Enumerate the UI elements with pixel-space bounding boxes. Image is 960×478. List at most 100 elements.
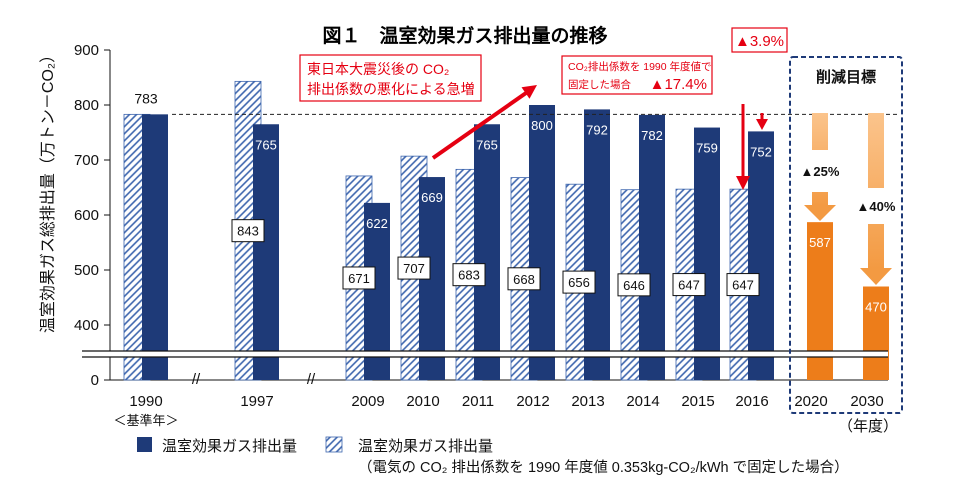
x-tick-label-2011: 2011 [462,393,494,410]
actual-change-value: ▲3.9% [735,33,784,50]
data-label-target-2030: 470 [865,300,887,315]
actual-change-box [731,27,788,53]
x-tick-label-2014: 2014 [626,393,659,410]
data-label-box-fixed-factor-2012 [507,267,541,291]
x-tick-label-2009: 2009 [351,393,384,410]
data-label-fixed-factor-2013: 656 [568,275,590,290]
legend-note-fixed-factor: （電気の CO₂ 排出係数を 1990 年度値 0.353kg-CO₂/kWh … [358,459,849,476]
increase-arrow [431,85,537,160]
data-label-fixed-factor-2012: 668 [513,272,535,287]
data-label-actual-2014: 782 [641,128,663,143]
x-tick-label-2016: 2016 [735,393,768,410]
data-label-actual-2015: 759 [696,141,718,156]
data-label-box-fixed-factor-2013 [562,270,596,294]
target-arrow-2020-head [804,205,836,221]
data-label-box-fixed-factor-2016 [726,273,760,297]
fixed-factor-annotation-line1: CO₂排出係数を 1990 年度値で [568,60,712,73]
data-label-fixed-factor-1997: 843 [237,224,259,239]
fixed-factor-annotation-box [561,55,713,95]
reduction-target-border [789,56,903,414]
y-tick-label-800: 800 [74,97,99,114]
data-label-actual-2011: 765 [476,137,498,152]
y-tick-label-0: 0 [91,372,99,389]
x-tick-label-2015: 2015 [681,393,714,410]
base-year-note: ＜基準年＞ [113,413,178,428]
reduction-target-box: 削減目標 [789,56,903,414]
x-tick-label-2020: 2020 [794,393,827,410]
x-tick-label-2010: 2010 [406,393,439,410]
bar-actual-1990 [142,114,168,380]
data-label-box-fixed-factor-2014 [617,273,651,297]
data-label-fixed-factor-2014: 646 [623,278,645,293]
bar-actual-2015 [694,127,720,380]
quake-annotation-line2: 排出係数の悪化による急増 [307,81,475,97]
data-label-box-fixed-factor-1997 [231,219,265,243]
actual-decrease-arrow-head [756,119,768,130]
legend-swatch-fixed-factor [325,436,343,453]
bar-actual-2013 [584,109,610,381]
target-arrow-2030: ▲40% [857,113,896,285]
x-axis-break-mark-1: // [192,371,201,388]
axis-break-gap [82,351,888,357]
data-label-fixed-factor-2009: 671 [348,271,370,286]
fixed-factor-decrease-arrow-head [736,176,750,190]
target-2020-change: ▲25% [801,164,840,179]
y-tick-label-500: 500 [74,262,99,279]
bar-actual-2012 [529,105,555,380]
data-label-fixed-factor-2015: 647 [678,278,700,293]
decrease-arrows [736,104,768,190]
y-tick-label-600: 600 [74,207,99,224]
bar-actual-2016 [748,131,774,380]
fixed-factor-change: ▲17.4% [650,76,707,93]
bar-target-2030 [863,286,889,380]
quake-annotation-line1: 東日本大震災後の CO₂ [307,61,449,77]
x-tick-label-1997: 1997 [240,393,273,410]
data-label-actual-2016: 752 [750,144,772,159]
increase-arrow-shaft [431,91,528,160]
data-label-actual-1990: 783 [134,90,158,106]
target-arrow-2030-head [860,268,892,285]
data-label-fixed-factor-2011: 683 [458,268,480,283]
bar-actual-2014 [639,114,665,381]
x-axis-break-mark-2: // [307,371,316,388]
data-label-fixed-factor-2016: 647 [732,278,754,293]
increase-arrow-head [521,85,537,99]
target-arrow-2030-gap [862,188,890,224]
data-label-actual-2010: 669 [421,190,443,205]
x-tick-label-2030: 2030 [850,393,883,410]
x-tick-label-2013: 2013 [571,393,604,410]
reduction-target-title: 削減目標 [816,68,876,86]
x-axis-labels: 1990 1997 2009 2010 2011 2012 2013 2014 2015 2016… [129,393,883,410]
data-label-actual-2009: 622 [366,216,388,231]
y-tick-label-700: 700 [74,152,99,169]
target-arrow-2020-gap [806,150,834,192]
bar-actual-2011 [474,124,500,380]
data-label-fixed-factor-2010: 707 [403,261,425,276]
quake-annotation-box [299,54,482,102]
data-label-actual-2013: 792 [586,122,608,137]
data-label-actual-1997: 765 [255,137,277,152]
y-tick-label-400: 400 [74,317,99,334]
x-axis-unit-label: （年度） [838,418,898,435]
bar-actual-1997 [253,124,279,380]
quake-annotation: 東日本大震災後の CO₂ 排出係数の悪化による急増 [299,54,482,102]
legend-label-fixed-factor: 温室効果ガス排出量 [358,438,493,455]
legend-label-actual: 温室効果ガス排出量 [162,438,297,455]
y-axis-label: 温室効果ガス総排出量（万トン－CO₂） [39,47,57,333]
y-axis-ticks: 900 800 700 600 500 400 0 [74,42,110,389]
target-2030-change: ▲40% [857,199,896,214]
data-label-box-fixed-factor-2010 [397,256,431,280]
data-label-box-fixed-factor-2015 [672,273,706,297]
x-tick-label-2012: 2012 [516,393,549,410]
actual-change-annotation: ▲3.9% [731,27,788,53]
target-arrow-2020: ▲25% [801,113,840,221]
data-label-target-2020: 587 [809,235,831,250]
data-label-actual-2012: 800 [531,118,553,133]
legend-swatch-actual [137,437,152,452]
y-tick-label-900: 900 [74,42,99,59]
axis-break [82,350,888,358]
data-label-box-fixed-factor-2009 [342,266,376,290]
x-tick-label-1990: 1990 [129,393,162,410]
data-label-box-fixed-factor-2011 [452,263,486,287]
